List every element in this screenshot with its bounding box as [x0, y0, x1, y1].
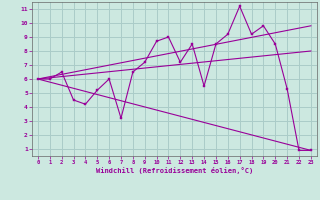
X-axis label: Windchill (Refroidissement éolien,°C): Windchill (Refroidissement éolien,°C)	[96, 167, 253, 174]
